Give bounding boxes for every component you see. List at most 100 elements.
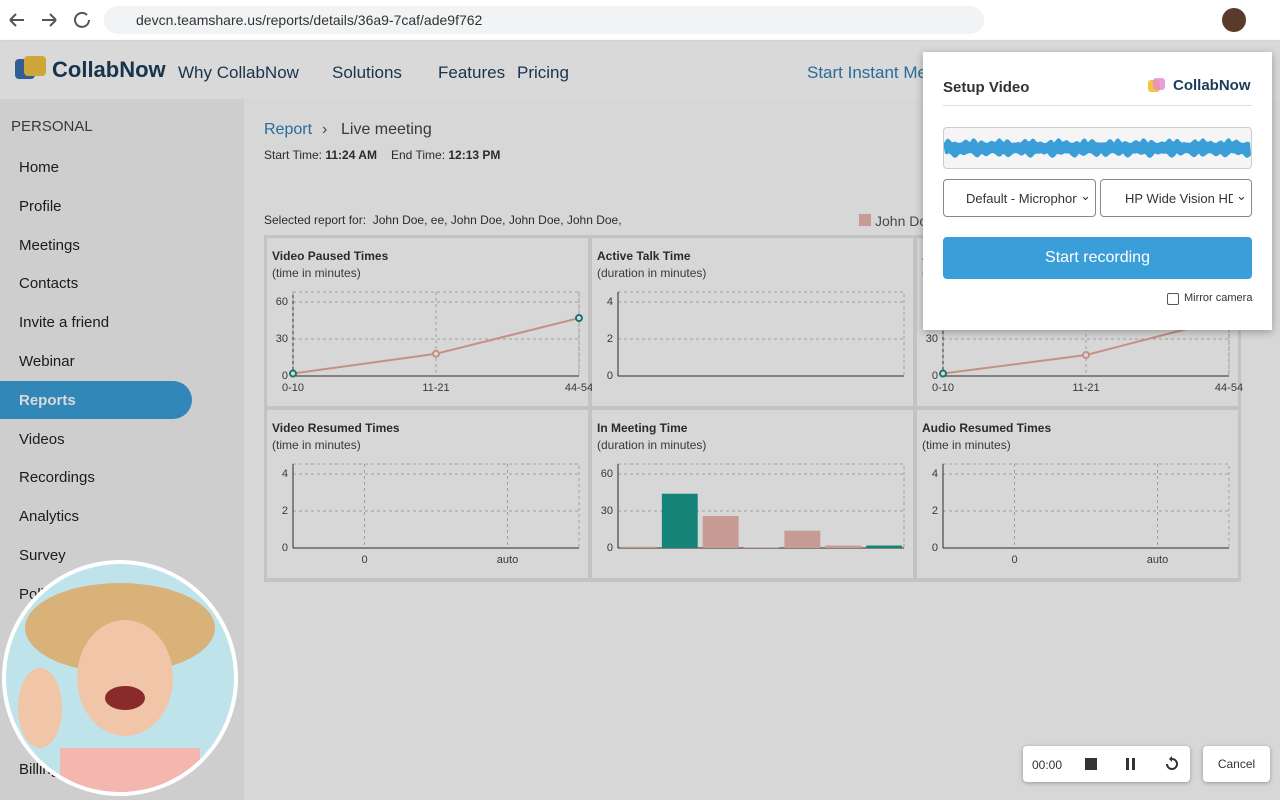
bar (702, 515, 739, 548)
timer: 00:00 (1032, 758, 1063, 772)
y-tick-label: 60 (601, 468, 613, 480)
x-tick-label: 0-10 (932, 382, 954, 394)
selected-report: Selected report for: John Doe, ee, John … (264, 213, 622, 227)
panel-title: Active Talk Time (597, 249, 691, 263)
panel (917, 410, 1238, 578)
x-tick-label: 0-10 (282, 382, 304, 394)
select-text: Default - Microphone (966, 191, 1087, 206)
panel (267, 238, 588, 406)
active-highlight (0, 380, 192, 419)
label: End Time: (391, 148, 446, 162)
legend-label: John Doe (875, 213, 935, 229)
restart-button[interactable] (1164, 756, 1180, 772)
popup-title: Setup Video (943, 79, 1030, 96)
nav-link[interactable]: Solutions (332, 63, 402, 82)
value: 11:24 AM (325, 148, 377, 162)
panel (592, 410, 913, 578)
browser-bar: devcn.teamshare.us/reports/details/36a9-… (0, 0, 1280, 41)
breadcrumb-sep: › (322, 121, 328, 138)
panel-title: In Meeting Time (597, 421, 688, 435)
label: Selected report for: (264, 213, 367, 227)
y-tick-label: 30 (926, 333, 938, 345)
value: 12:13 PM (448, 148, 501, 162)
sidebar-item[interactable]: Analytics (19, 508, 80, 526)
select-text: HP Wide Vision HD (1125, 191, 1238, 206)
start-recording-button[interactable]: Start recording (943, 237, 1252, 279)
camera-preview (2, 560, 238, 796)
y-tick-label: 0 (282, 370, 288, 382)
panel-subtitle: (time in minutes) (922, 438, 1011, 452)
bar (866, 545, 902, 548)
value: John Doe, ee, John Doe, John Doe, John D… (372, 213, 622, 227)
camera-select[interactable]: HP Wide Vision HD ⌄ (1100, 179, 1252, 217)
microphone-select[interactable]: Default - Microphone ⌄ (943, 179, 1096, 217)
bar (825, 545, 862, 548)
nav-link[interactable]: Features (438, 63, 506, 82)
popup-logo: CollabNow (1173, 77, 1251, 94)
breadcrumb-link[interactable]: Report (264, 121, 313, 138)
y-tick-label: 0 (932, 370, 938, 382)
panel (592, 238, 913, 406)
x-tick-label: auto (1147, 554, 1168, 566)
sidebar-item[interactable]: Webinar (19, 353, 75, 370)
bar (661, 493, 698, 548)
wave-shape (944, 138, 1251, 158)
y-tick-label: 2 (607, 333, 613, 345)
panel (267, 410, 588, 578)
y-tick-label: 4 (282, 468, 288, 480)
x-tick-label: auto (497, 554, 518, 566)
panel-title: Video Paused Times (272, 249, 389, 263)
audio-waveform (943, 127, 1252, 169)
y-tick-label: 4 (932, 468, 938, 480)
point (575, 314, 583, 323)
y-tick-label: 0 (607, 370, 613, 382)
setup-video-popup: Setup Video CollabNow Default - Micropho… (923, 52, 1272, 330)
x-tick-label: 11-21 (422, 382, 449, 394)
panel-subtitle: (duration in minutes) (597, 266, 706, 280)
bar (784, 530, 821, 548)
nav-link[interactable]: Why CollabNow (178, 63, 299, 82)
sidebar-item[interactable]: Recordings (19, 469, 95, 487)
sidebar-item[interactable]: Home (19, 159, 60, 176)
mirror-checkbox[interactable] (1167, 293, 1179, 305)
x-tick-label: 44-54 (1215, 382, 1243, 394)
bar (621, 546, 657, 548)
y-tick-label: 0 (282, 542, 288, 554)
sidebar-item[interactable]: Invite a friend (19, 314, 110, 332)
stop-button[interactable] (1085, 758, 1097, 770)
time-line: Start Time: 11:24 AM (264, 148, 377, 162)
y-tick-label: 60 (276, 296, 288, 308)
sidebar-item[interactable]: Profile (19, 197, 62, 215)
checkbox-label: Mirror camera (1184, 292, 1253, 304)
sidebar-item[interactable]: Meetings (19, 236, 80, 254)
sidebar-item[interactable]: Reports (19, 391, 76, 409)
recorder-controls: 00:00 (1023, 746, 1190, 782)
profile-avatar[interactable] (1222, 8, 1246, 32)
y-tick-label: 4 (607, 296, 613, 308)
y-tick-label: 0 (607, 542, 613, 554)
cancel-button[interactable]: Cancel (1203, 746, 1270, 782)
y-tick-label: 30 (601, 505, 613, 517)
x-tick-label: 0 (1011, 554, 1017, 566)
sidebar-item[interactable]: Survey (19, 547, 66, 564)
y-tick-label: 30 (276, 333, 288, 345)
panel-subtitle: (time in minutes) (272, 266, 361, 280)
y-tick-label: 0 (932, 542, 938, 554)
pause-button[interactable] (1126, 758, 1129, 770)
panel-subtitle: (duration in minutes) (597, 438, 706, 452)
breadcrumb-current: Live meeting (341, 121, 432, 138)
panel-subtitle: (time in minutes) (272, 438, 361, 452)
sidebar-item[interactable]: Contacts (19, 275, 79, 293)
y-tick-label: 2 (932, 505, 938, 517)
address-bar[interactable]: devcn.teamshare.us/reports/details/36a9-… (104, 6, 984, 34)
point (939, 369, 947, 378)
label: Start Time: (264, 148, 323, 162)
point (289, 369, 297, 378)
nav-buttons (9, 11, 90, 28)
nav-link[interactable]: Pricing (517, 63, 569, 82)
logo[interactable]: CollabNow (52, 57, 166, 82)
panel-title: Audio Resumed Times (922, 421, 1051, 435)
sidebar-item[interactable]: Videos (19, 430, 65, 448)
point (432, 349, 440, 358)
